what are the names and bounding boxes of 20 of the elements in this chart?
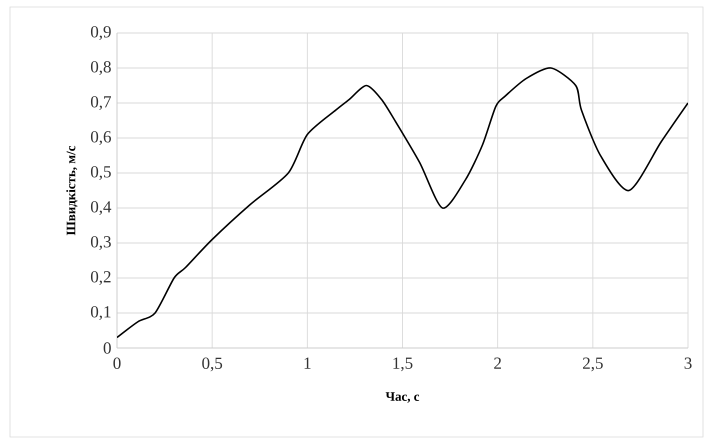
- y-tick-label: 0,4: [90, 201, 112, 215]
- line-series: [117, 67, 688, 338]
- y-tick-label: 0,5: [90, 166, 111, 180]
- y-tick-label: 0: [104, 342, 111, 354]
- y-tick-label: 0,7: [90, 96, 111, 110]
- x-tick-label: 1: [304, 358, 311, 369]
- x-axis-title: Час, с: [386, 392, 420, 403]
- y-tick-label: 0,8: [90, 61, 111, 75]
- y-tick-label: 0,1: [90, 306, 110, 320]
- x-tick-label: 0: [113, 358, 121, 369]
- y-tick-label: 0,6: [90, 131, 111, 145]
- y-tick-label: 0,3: [90, 236, 111, 250]
- x-tick-label: 3: [684, 358, 692, 369]
- y-tick-label: 0,9: [90, 26, 111, 40]
- y-axis-title: Швидкість, м/с: [66, 146, 78, 236]
- x-tick-label: 0,5: [202, 358, 222, 372]
- x-tick-label: 2,5: [583, 358, 603, 372]
- x-tick-label: 2: [494, 358, 501, 369]
- y-tick-label: 0,2: [90, 271, 111, 285]
- x-tick-label: 1,5: [393, 358, 412, 372]
